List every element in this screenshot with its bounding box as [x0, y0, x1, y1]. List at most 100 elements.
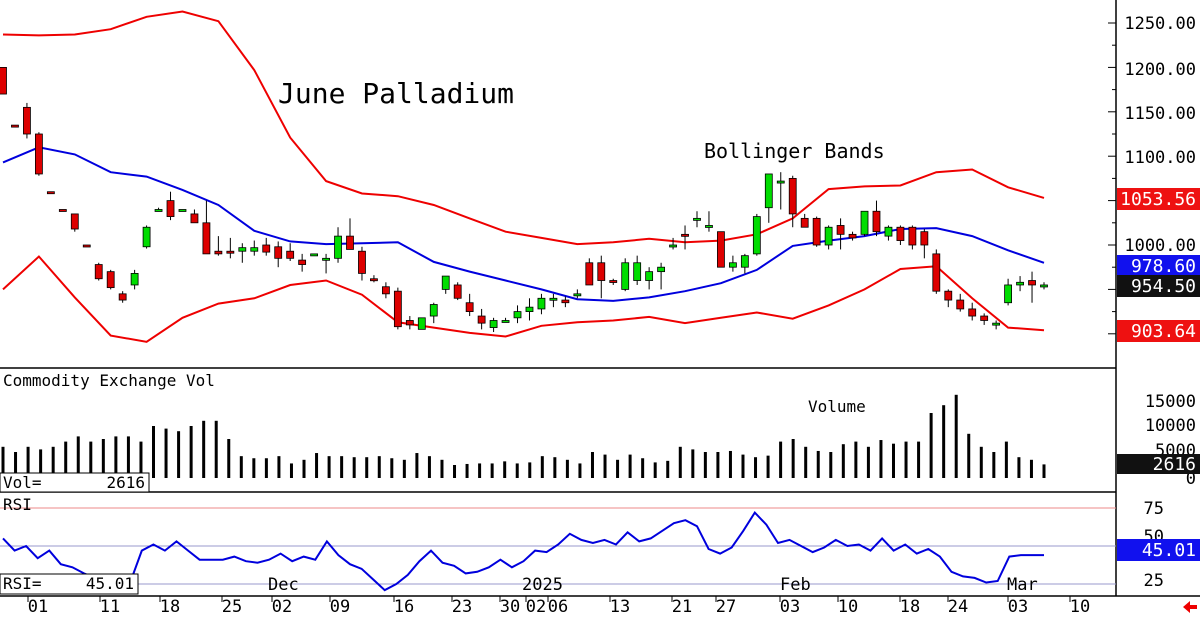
volume-bar [101, 439, 105, 478]
volume-bar [1017, 457, 1021, 478]
day-label: 16 [394, 597, 414, 617]
volume-bar [1042, 464, 1046, 478]
candle [1004, 278, 1013, 306]
volume-bar [942, 405, 946, 478]
volume-bar [854, 441, 858, 478]
svg-text:2616: 2616 [106, 473, 145, 492]
candle [573, 289, 582, 299]
candle [681, 225, 689, 250]
volume-bar [528, 462, 532, 478]
volume-bar [791, 439, 795, 478]
candle [358, 246, 366, 281]
candle [561, 296, 570, 308]
candle [980, 313, 989, 325]
volume-bar [1004, 441, 1008, 478]
volume-bar [540, 456, 544, 478]
candle [166, 191, 175, 221]
svg-text:10000: 10000 [1145, 416, 1196, 436]
volume-bar [164, 428, 168, 478]
day-label: 13 [610, 597, 630, 617]
volume-bar [402, 459, 406, 478]
candle [429, 302, 438, 324]
price-axis-ticks [1108, 22, 1116, 335]
volume-bar [766, 455, 770, 478]
candle [0, 67, 7, 95]
scroll-right-arrow-icon[interactable] [1183, 601, 1197, 613]
candle [621, 258, 630, 292]
candle [645, 267, 654, 290]
day-label: 03 [780, 597, 800, 617]
volume-bar [917, 441, 921, 478]
volume-bar [202, 420, 206, 478]
volume-bar [616, 459, 620, 478]
volume-bar [1029, 459, 1033, 478]
candle [836, 218, 845, 250]
svg-text:2025: 2025 [522, 575, 563, 595]
lower-band-tag: 903.64 [1117, 320, 1200, 342]
last-price-tag: 954.50 [1117, 275, 1200, 297]
candle [23, 102, 31, 139]
volume-bar [678, 446, 682, 478]
day-label: 24 [948, 597, 968, 617]
candle [130, 269, 139, 290]
volume-bar [377, 456, 381, 478]
candle [226, 237, 235, 259]
volume-bar [578, 463, 582, 478]
candle [860, 210, 869, 237]
candle [537, 293, 546, 315]
chart-title: June Palladium [278, 77, 514, 110]
candle [70, 213, 79, 232]
volume-bar [979, 446, 983, 478]
volume-bars [1, 394, 1046, 478]
volume-bar [302, 459, 306, 478]
lower-bollinger-band [2, 255, 1045, 343]
svg-text:75: 75 [1144, 499, 1164, 519]
volume-bar [515, 463, 519, 478]
candle [968, 302, 977, 321]
candle [214, 236, 223, 256]
candle [477, 308, 486, 330]
volume-bar [289, 463, 293, 478]
candle [298, 253, 307, 272]
candle [920, 229, 929, 259]
candle [238, 243, 247, 263]
day-axis: 01 11 18 25 02 09 16 23 30 02 06 13 21 27 03 10 18 24 03 10 [27, 596, 1090, 617]
volume-bar [728, 450, 732, 478]
price-candles [0, 67, 1048, 333]
candle [202, 200, 211, 255]
middle-band-tag: 978.60 [1117, 255, 1200, 277]
candle [405, 316, 414, 330]
volume-bar [51, 446, 55, 478]
day-label: 18 [160, 597, 180, 617]
candle [393, 287, 402, 330]
frame [0, 0, 1200, 597]
candle [1040, 282, 1048, 290]
candle [513, 305, 522, 324]
day-label: 18 [900, 597, 920, 617]
volume-bar [565, 459, 569, 478]
candle [549, 293, 558, 308]
candle [992, 320, 1001, 330]
candle [585, 258, 594, 286]
candle [800, 213, 809, 228]
candle [597, 255, 606, 299]
upper-bollinger-band [2, 10, 1045, 246]
svg-text:1053.56: 1053.56 [1120, 189, 1196, 210]
rsi-readout: RSI= 45.01 [0, 573, 139, 595]
svg-text:25: 25 [1144, 571, 1164, 591]
svg-text:Mar: Mar [1007, 575, 1038, 595]
volume-bar [804, 446, 808, 478]
svg-text:Vol=: Vol= [3, 473, 42, 492]
middle-bollinger-band [2, 146, 1045, 302]
volume-bar [189, 426, 193, 478]
candle [633, 255, 642, 285]
volume-bar [327, 456, 331, 478]
volume-bar [553, 457, 557, 478]
candle [752, 213, 761, 256]
candle [322, 253, 330, 274]
candle [896, 225, 905, 245]
candle [453, 282, 462, 301]
volume-bar [967, 433, 971, 478]
day-label: 30 [500, 597, 520, 617]
